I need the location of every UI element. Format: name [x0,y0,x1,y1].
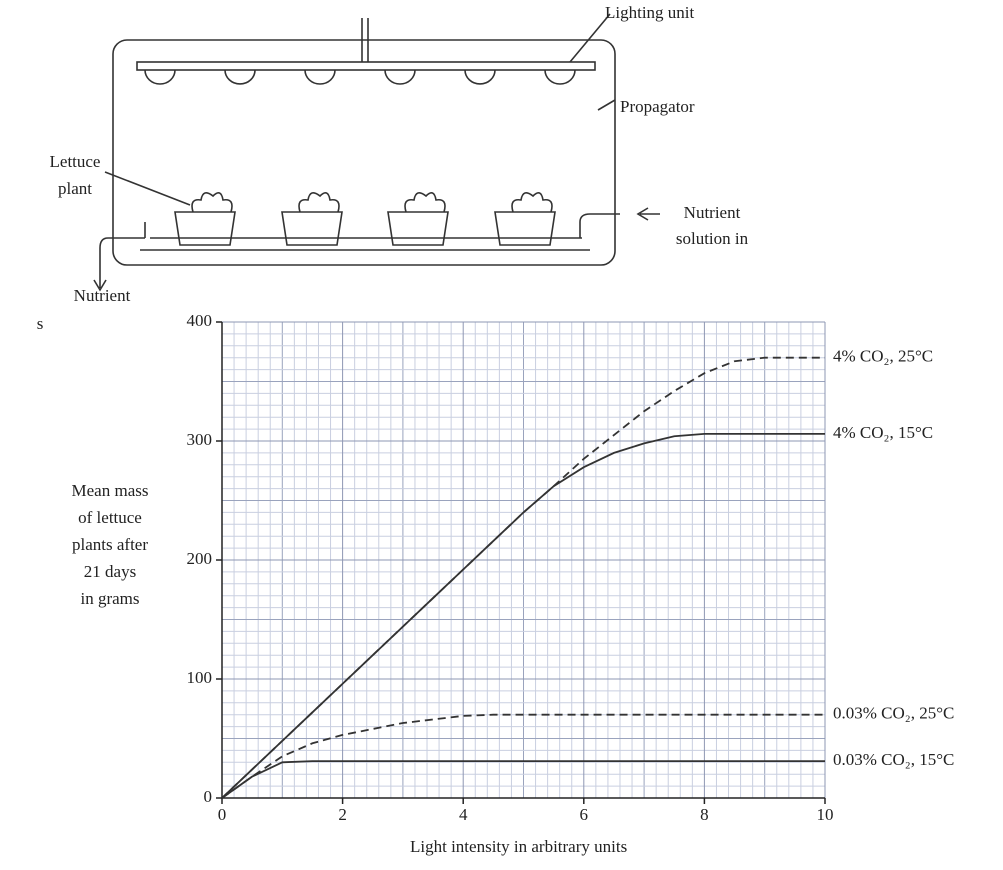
series-label: 0.03% CO₂, 15°C [833,750,954,769]
pots [175,212,555,245]
y-tick-label: 300 [187,430,213,449]
propagator-diagram: Lighting unit Propagator Lettuce plant N… [37,3,749,333]
nutrient-out-label: Nutrient [74,286,131,305]
propagator-label: Propagator [620,97,695,116]
x-tick-label: 10 [817,805,834,824]
propagator [113,40,615,265]
lettuce-label: Lettuce [50,152,101,171]
y-tick-label: 200 [187,549,213,568]
x-axis-label: Light intensity in arbitrary units [410,837,627,856]
x-tick-label: 0 [218,805,227,824]
nutrient-in-label: solution in [676,229,749,248]
y-tick-label: 400 [187,311,213,330]
x-tick-label: 6 [580,805,589,824]
figure: Lighting unit Propagator Lettuce plant N… [0,0,1003,870]
series-label: 4% CO₂, 15°C [833,423,933,442]
lamp [145,70,575,84]
y-tick-label: 100 [187,668,213,687]
y-axis-label: 21 days [84,562,136,581]
y-axis-label: of lettuce [78,508,142,527]
nutrient-out-label: s [37,314,44,333]
lettuce-label: plant [58,179,92,198]
series-label: 0.03% CO₂, 25°C [833,704,954,723]
x-tick-label: 8 [700,805,709,824]
x-tick-label: 2 [338,805,347,824]
tray-pipes [100,214,620,270]
lettuce [192,193,552,212]
y-tick-label: 0 [204,787,213,806]
lighting-bar [137,62,595,70]
y-axis-label: Mean mass [72,481,149,500]
x-tick-label: 4 [459,805,468,824]
lamps [145,70,575,84]
leader-lines [105,14,615,205]
arrow-in [638,208,660,220]
nutrient-in-label: Nutrient [684,203,741,222]
series-label: 4% CO₂, 25°C [833,347,933,366]
y-axis-label: plants after [72,535,148,554]
lighting-label: Lighting unit [605,3,695,22]
y-axis-label: in grams [80,589,139,608]
